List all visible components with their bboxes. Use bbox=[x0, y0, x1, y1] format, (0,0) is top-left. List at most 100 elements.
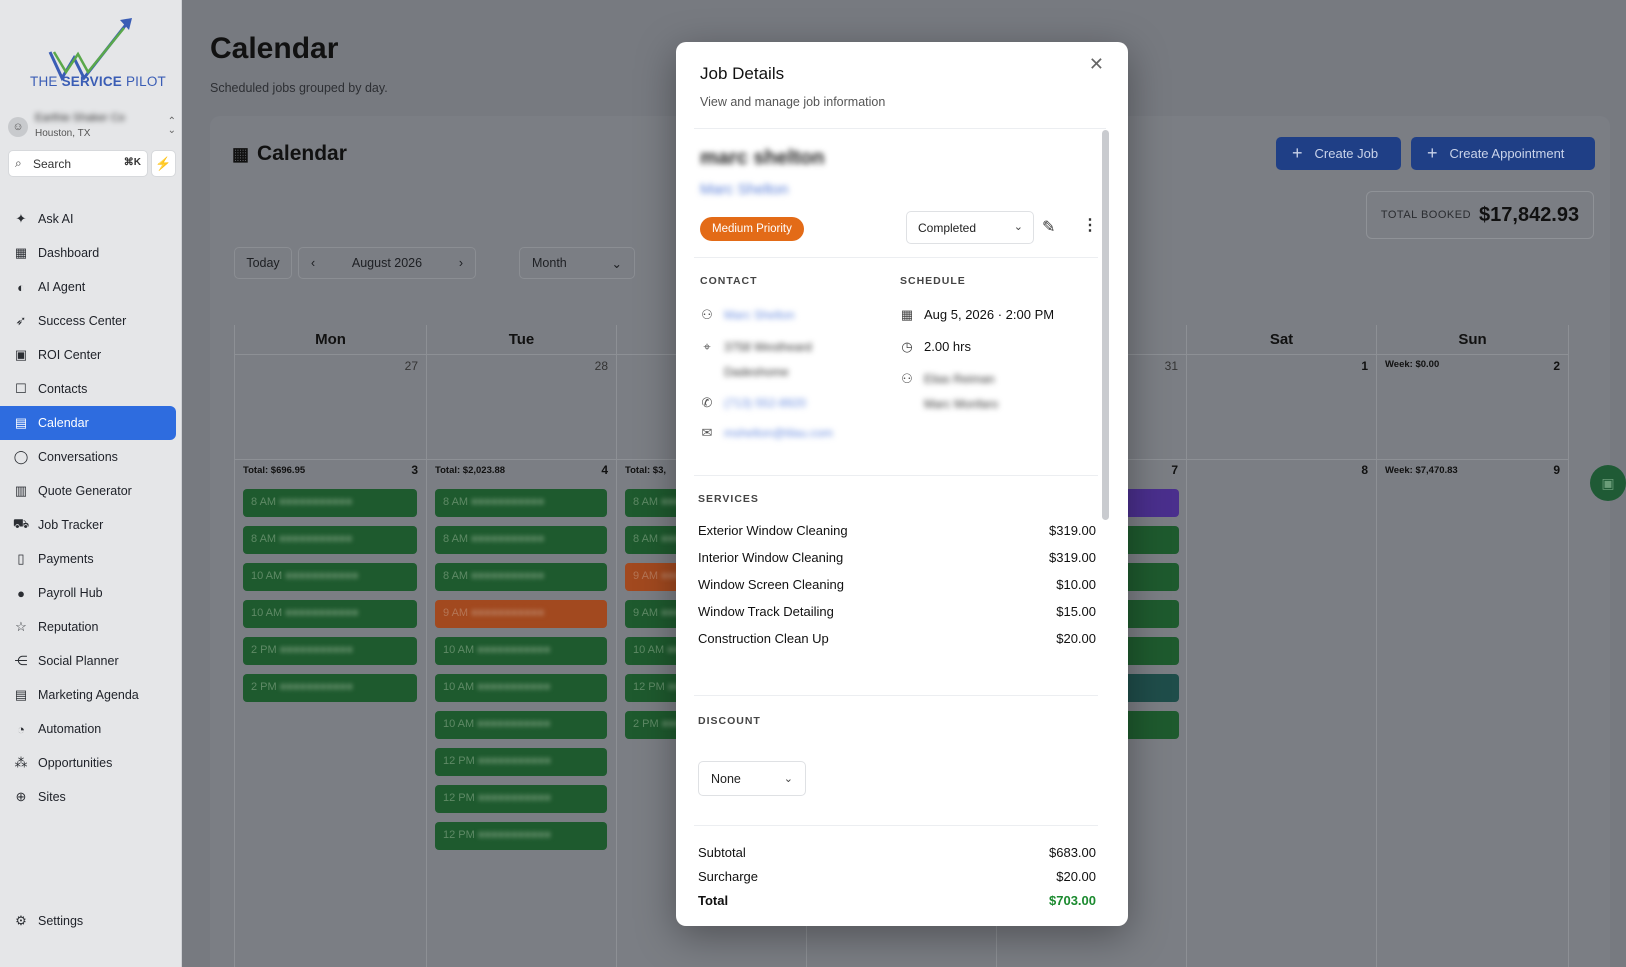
period-label: August 2026 bbox=[351, 256, 423, 270]
contacts-icon: ☐ bbox=[15, 381, 27, 396]
calendar-event[interactable]: 9 AM ■■■■■■■■■■■ bbox=[435, 600, 607, 628]
discount-select[interactable]: None ⌄ bbox=[698, 761, 806, 796]
sidebar-item-automation[interactable]: ◔ Automation bbox=[0, 712, 176, 746]
modal-subtitle: View and manage job information bbox=[700, 95, 886, 109]
quick-action-bolt-icon[interactable]: ⚡ bbox=[151, 150, 176, 177]
sidebar-item-success-center[interactable]: ➶ Success Center bbox=[0, 304, 176, 338]
sidebar-item-sites[interactable]: ⊕ Sites bbox=[0, 780, 176, 814]
sidebar-item-dashboard[interactable]: ▦ Dashboard bbox=[0, 236, 176, 270]
modal-scrollbar[interactable] bbox=[1102, 130, 1109, 520]
search-button[interactable]: ⌕ Search ⌘K bbox=[8, 150, 148, 177]
sidebar-item-label: Social Planner bbox=[38, 654, 119, 668]
service-row: Exterior Window Cleaning $319.00 bbox=[698, 523, 1096, 538]
view-select[interactable]: Month ⌄ bbox=[519, 247, 635, 279]
period-navigator: ‹ August 2026 › bbox=[298, 247, 476, 279]
mail-icon: ✉ bbox=[701, 425, 713, 440]
chevron-down-icon: ⌄ bbox=[611, 256, 622, 271]
status-value: Completed bbox=[918, 221, 977, 235]
calendar-event[interactable]: 10 AM ■■■■■■■■■■■ bbox=[243, 600, 417, 628]
calendar-day-column: Sun 2 9 Week: $7,470.83 Week: $0.00 bbox=[1377, 325, 1569, 967]
sidebar-item-contacts[interactable]: ☐ Contacts bbox=[0, 372, 176, 406]
services-label: SERVICES bbox=[698, 493, 759, 505]
calendar-event[interactable]: 8 AM ■■■■■■■■■■■ bbox=[435, 489, 607, 517]
sidebar-item-calendar[interactable]: ▤ Calendar bbox=[0, 406, 176, 440]
calendar-event[interactable]: 8 AM ■■■■■■■■■■■ bbox=[435, 526, 607, 554]
today-button[interactable]: Today bbox=[234, 247, 292, 279]
tracker-icon: ⛟ bbox=[12, 516, 30, 531]
sparkle-icon: ✦ bbox=[15, 211, 27, 226]
user-icon: ⚇ bbox=[901, 371, 913, 386]
sidebar-item-ask-ai[interactable]: ✦ Ask AI bbox=[0, 202, 176, 236]
contact-name[interactable]: Marc Shelton bbox=[724, 308, 795, 322]
sidebar-item-payroll-hub[interactable]: ● Payroll Hub bbox=[0, 576, 176, 610]
calendar-event[interactable]: 2 PM ■■■■■■■■■■■ bbox=[243, 637, 417, 665]
create-appointment-button[interactable]: + Create Appointment bbox=[1411, 137, 1595, 170]
email-link[interactable]: mshelton@tilau.com bbox=[724, 426, 833, 440]
day-total: Week: $7,470.83 bbox=[1385, 465, 1458, 476]
create-job-button[interactable]: + Create Job bbox=[1276, 137, 1401, 170]
calendar-event[interactable]: 12 PM ■■■■■■■■■■■ bbox=[435, 748, 607, 776]
day-number: 28 bbox=[594, 359, 608, 373]
calendar-event[interactable]: 10 AM ■■■■■■■■■■■ bbox=[243, 563, 417, 591]
brain-icon: ◐ bbox=[17, 279, 25, 295]
sidebar: THE SERVICE PILOT ☺ Earthie Shaker Co Ho… bbox=[0, 0, 182, 967]
sidebar-item-opportunities[interactable]: ⁂ Opportunities bbox=[0, 746, 176, 780]
calendar-event[interactable]: 8 AM ■■■■■■■■■■■ bbox=[243, 489, 417, 517]
chevron-right-icon[interactable]: › bbox=[458, 256, 463, 270]
sidebar-item-label: Job Tracker bbox=[38, 518, 104, 532]
sidebar-item-settings[interactable]: ⚙ Settings bbox=[0, 904, 176, 938]
sidebar-item-label: Automation bbox=[38, 722, 102, 736]
search-label: Search bbox=[33, 157, 72, 171]
sidebar-item-reputation[interactable]: ☆ Reputation bbox=[0, 610, 176, 644]
ai-badge-icon: ▣ bbox=[14, 347, 28, 362]
total-row: Total $703.00 bbox=[698, 893, 1096, 906]
sidebar-item-payments[interactable]: ▯ Payments bbox=[0, 542, 176, 576]
more-vertical-icon[interactable]: ⋮ bbox=[1082, 217, 1098, 234]
assignee-2: Marc Monfaro bbox=[924, 397, 999, 411]
week-total: Week: $0.00 bbox=[1385, 359, 1440, 370]
calendar-event[interactable]: 12 PM ■■■■■■■■■■■ bbox=[435, 822, 607, 850]
calendar-event[interactable]: 12 PM ■■■■■■■■■■■ bbox=[435, 785, 607, 813]
day-total: Total: $3, bbox=[625, 465, 666, 476]
page-subtitle: Scheduled jobs grouped by day. bbox=[210, 81, 388, 95]
edit-icon[interactable]: ✎ bbox=[1042, 219, 1056, 236]
gear-icon: ⚙ bbox=[15, 913, 27, 928]
day-number: 4 bbox=[601, 463, 608, 477]
customer-name: marc shelton bbox=[700, 147, 825, 169]
sidebar-item-label: Quote Generator bbox=[38, 484, 132, 498]
calendar-card-title: ▦ Calendar bbox=[232, 142, 347, 165]
calendar-event[interactable]: 10 AM ■■■■■■■■■■■ bbox=[435, 711, 607, 739]
network-icon: ⁂ bbox=[14, 755, 28, 770]
sidebar-item-job-tracker[interactable]: ⛟ Job Tracker bbox=[0, 508, 176, 542]
sidebar-item-roi-center[interactable]: ▣ ROI Center bbox=[0, 338, 176, 372]
calendar-event[interactable]: 8 AM ■■■■■■■■■■■ bbox=[243, 526, 417, 554]
calendar-event[interactable]: 8 AM ■■■■■■■■■■■ bbox=[435, 563, 607, 591]
job-details-modal: Job Details View and manage job informat… bbox=[676, 42, 1128, 926]
sidebar-item-ai-agent[interactable]: ◐ AI Agent bbox=[0, 270, 176, 304]
day-number: 1 bbox=[1361, 359, 1368, 373]
status-select[interactable]: Completed ⌄ bbox=[906, 211, 1034, 244]
sidebar-item-social-planner[interactable]: ⋲ Social Planner bbox=[0, 644, 176, 678]
sidebar-item-marketing-agenda[interactable]: ▤ Marketing Agenda bbox=[0, 678, 176, 712]
day-number: 27 bbox=[404, 359, 418, 373]
view-label: Month bbox=[532, 256, 567, 270]
calendar-event[interactable]: 10 AM ■■■■■■■■■■■ bbox=[435, 674, 607, 702]
floating-action-icon[interactable]: ▣ bbox=[1590, 465, 1626, 501]
customer-link[interactable]: Marc Shelton bbox=[700, 181, 789, 198]
account-switcher[interactable]: ☺ Earthie Shaker Co Houston, TX ⌃ ⌄ bbox=[8, 108, 176, 144]
phone-link[interactable]: (713) 552-8920 bbox=[724, 396, 807, 410]
priority-badge: Medium Priority bbox=[700, 217, 804, 241]
contact-label: CONTACT bbox=[700, 275, 758, 287]
chevron-left-icon[interactable]: ‹ bbox=[311, 256, 316, 270]
contact-email-row: ✉ mshelton@tilau.com bbox=[698, 425, 833, 441]
close-icon[interactable]: ✕ bbox=[1088, 54, 1104, 74]
day-number: 9 bbox=[1553, 463, 1560, 477]
calendar-event[interactable]: 10 AM ■■■■■■■■■■■ bbox=[435, 637, 607, 665]
day-number: 31 bbox=[1164, 359, 1178, 373]
calendar-event[interactable]: 2 PM ■■■■■■■■■■■ bbox=[243, 674, 417, 702]
sidebar-item-conversations[interactable]: ◯ Conversations bbox=[0, 440, 176, 474]
sidebar-item-quote-generator[interactable]: ▥ Quote Generator bbox=[0, 474, 176, 508]
schedule-date: Aug 5, 2026 · 2:00 PM bbox=[924, 307, 1055, 322]
sidebar-item-label: Success Center bbox=[38, 314, 127, 328]
globe-icon: ⊕ bbox=[15, 789, 27, 804]
